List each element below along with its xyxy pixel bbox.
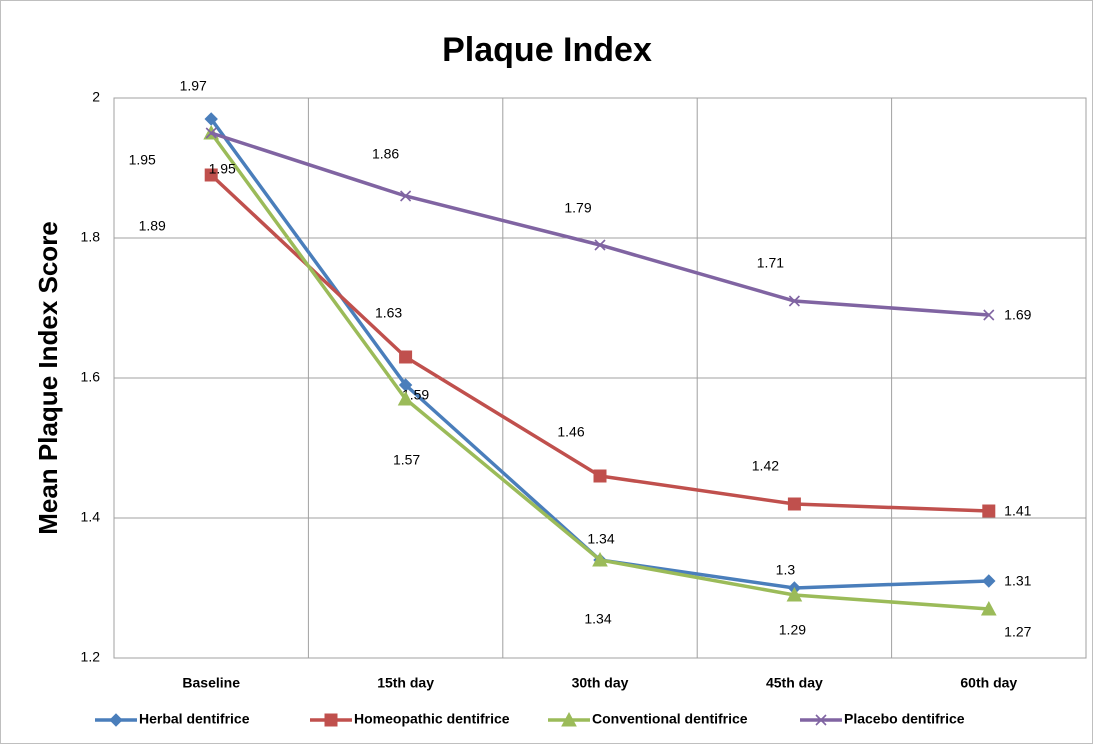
marker bbox=[399, 350, 413, 364]
marker bbox=[788, 295, 800, 307]
data-label: 1.95 bbox=[129, 152, 156, 168]
data-label: 1.86 bbox=[372, 146, 399, 162]
y-tick-label: 1.6 bbox=[81, 369, 101, 385]
data-label: 1.57 bbox=[393, 452, 420, 468]
marker bbox=[982, 504, 996, 518]
data-label: 1.95 bbox=[209, 161, 236, 177]
data-label: 1.42 bbox=[752, 458, 779, 474]
data-label: 1.89 bbox=[139, 218, 166, 234]
legend-label: Placebo dentifrice bbox=[844, 711, 965, 727]
data-label: 1.71 bbox=[757, 255, 784, 271]
x-tick-label: 45th day bbox=[766, 675, 823, 691]
data-label: 1.27 bbox=[1004, 624, 1031, 640]
data-label: 1.69 bbox=[1004, 307, 1031, 323]
y-tick-label: 2 bbox=[92, 89, 100, 105]
marker bbox=[593, 469, 607, 483]
marker bbox=[592, 551, 608, 567]
marker bbox=[980, 600, 997, 616]
chart-title: Plaque Index bbox=[442, 31, 652, 69]
legend-label: Homeopathic dentifrice bbox=[354, 711, 510, 727]
data-label: 1.31 bbox=[1004, 573, 1031, 589]
x-tick-label: 30th day bbox=[572, 675, 629, 691]
x-tick-label: 60th day bbox=[960, 675, 1017, 691]
series bbox=[203, 124, 997, 616]
marker bbox=[400, 190, 412, 202]
data-label: 1.34 bbox=[584, 611, 611, 627]
data-label: 1.29 bbox=[779, 622, 806, 638]
data-label: 1.3 bbox=[776, 562, 796, 578]
y-tick-label: 1.2 bbox=[81, 649, 101, 665]
y-axis-title: Mean Plaque Index Score bbox=[33, 221, 63, 535]
marker bbox=[324, 713, 338, 727]
marker bbox=[561, 711, 577, 727]
marker bbox=[109, 713, 123, 727]
marker bbox=[983, 309, 995, 321]
series bbox=[204, 168, 996, 518]
data-label: 1.34 bbox=[587, 531, 614, 547]
data-label: 1.46 bbox=[557, 424, 584, 440]
marker bbox=[982, 574, 996, 588]
data-label: 1.97 bbox=[180, 78, 207, 94]
y-tick-label: 1.8 bbox=[81, 229, 101, 245]
y-tick-label: 1.4 bbox=[81, 509, 101, 525]
x-tick-label: Baseline bbox=[182, 675, 240, 691]
series bbox=[205, 127, 995, 321]
marker bbox=[594, 239, 606, 251]
data-label: 1.63 bbox=[375, 305, 402, 321]
x-tick-label: 15th day bbox=[377, 675, 434, 691]
marker bbox=[397, 390, 414, 406]
marker bbox=[786, 586, 803, 602]
marker bbox=[787, 497, 801, 511]
legend-label: Herbal dentifrice bbox=[139, 711, 250, 727]
legend-label: Conventional dentifrice bbox=[592, 711, 748, 727]
marker bbox=[204, 168, 218, 182]
data-label: 1.41 bbox=[1004, 503, 1031, 519]
marker bbox=[205, 127, 217, 139]
marker bbox=[815, 714, 827, 726]
data-label: 1.79 bbox=[564, 200, 591, 216]
